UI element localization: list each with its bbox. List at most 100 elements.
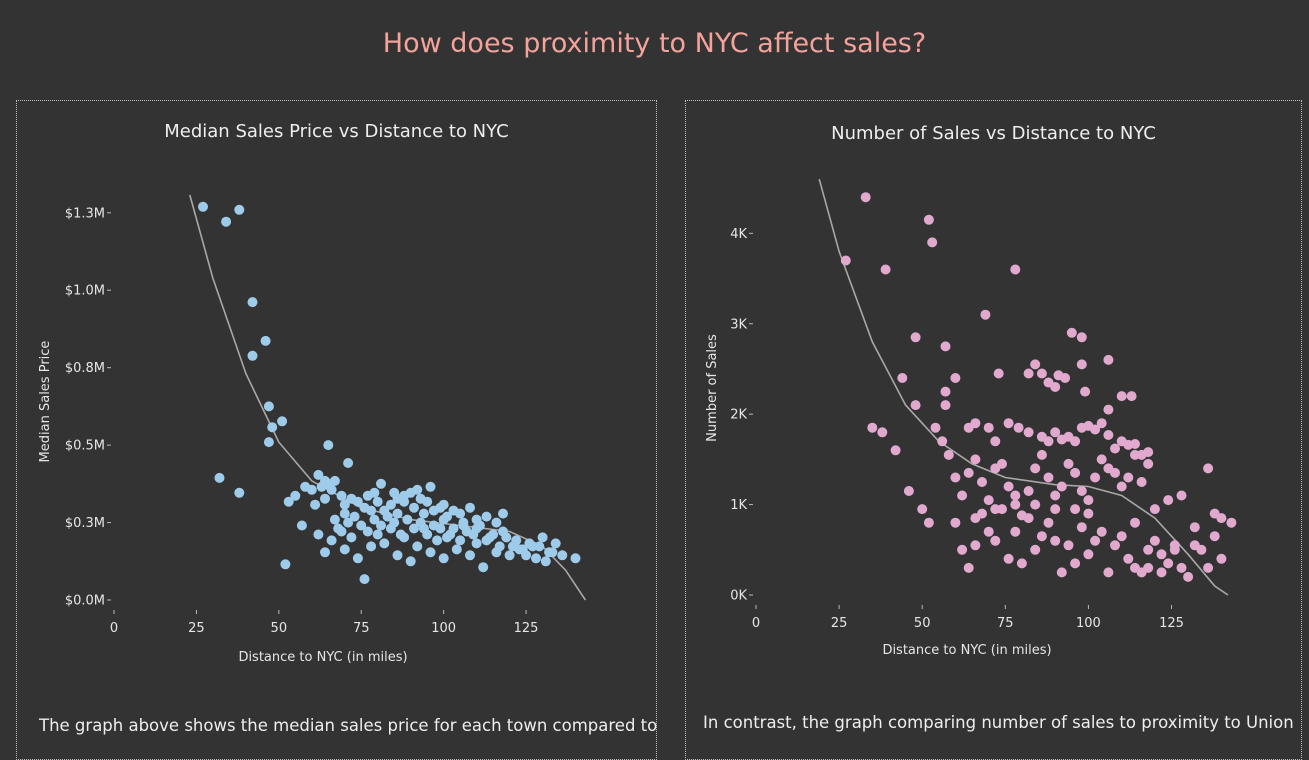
number-of-sales-data-point[interactable] bbox=[943, 449, 954, 460]
number-of-sales-data-point[interactable] bbox=[1083, 508, 1094, 519]
median-price-data-point[interactable] bbox=[346, 532, 357, 543]
median-price-data-point[interactable] bbox=[402, 514, 413, 525]
median-price-data-point[interactable] bbox=[277, 416, 288, 427]
median-price-data-point[interactable] bbox=[389, 517, 400, 528]
number-of-sales-data-point[interactable] bbox=[1070, 467, 1081, 478]
median-price-data-point[interactable] bbox=[362, 526, 373, 537]
number-of-sales-data-point[interactable] bbox=[1163, 558, 1174, 569]
number-of-sales-data-point[interactable] bbox=[1203, 562, 1214, 573]
median-price-data-point[interactable] bbox=[465, 502, 475, 513]
median-price-data-point[interactable] bbox=[359, 574, 370, 585]
median-price-data-point[interactable] bbox=[376, 478, 386, 489]
number-of-sales-data-point[interactable] bbox=[1143, 544, 1154, 555]
number-of-sales-data-point[interactable] bbox=[980, 309, 991, 320]
number-of-sales-data-point[interactable] bbox=[940, 341, 951, 352]
median-price-data-point[interactable] bbox=[451, 544, 462, 555]
number-of-sales-data-point[interactable] bbox=[1030, 463, 1041, 474]
number-of-sales-data-point[interactable] bbox=[1090, 535, 1101, 546]
number-of-sales-data-point[interactable] bbox=[1103, 430, 1114, 440]
number-of-sales-data-point[interactable] bbox=[997, 458, 1007, 469]
median-price-data-point[interactable] bbox=[376, 520, 386, 531]
number-of-sales-data-point[interactable] bbox=[1176, 490, 1187, 501]
median-price-data-point[interactable] bbox=[395, 529, 406, 540]
number-of-sales-data-point[interactable] bbox=[917, 504, 928, 515]
number-of-sales-data-point[interactable] bbox=[877, 427, 888, 438]
number-of-sales-data-point[interactable] bbox=[1030, 499, 1041, 510]
number-of-sales-data-point[interactable] bbox=[1070, 558, 1081, 569]
number-of-sales-data-point[interactable] bbox=[1036, 531, 1047, 542]
number-of-sales-data-point[interactable] bbox=[1096, 418, 1107, 429]
number-of-sales-data-point[interactable] bbox=[1116, 531, 1127, 542]
median-price-data-point[interactable] bbox=[379, 538, 390, 549]
median-price-data-point[interactable] bbox=[412, 541, 423, 552]
number-of-sales-data-point[interactable] bbox=[1156, 567, 1167, 578]
number-of-sales-data-point[interactable] bbox=[1050, 382, 1061, 392]
number-of-sales-data-point[interactable] bbox=[860, 192, 871, 203]
median-price-data-point[interactable] bbox=[481, 535, 492, 546]
number-of-sales-data-point[interactable] bbox=[897, 373, 908, 383]
median-price-data-point[interactable] bbox=[438, 553, 449, 564]
number-of-sales-data-point[interactable] bbox=[1016, 558, 1027, 569]
number-of-sales-data-point[interactable] bbox=[1143, 562, 1154, 573]
number-of-sales-data-point[interactable] bbox=[1130, 517, 1140, 528]
median-price-data-point[interactable] bbox=[300, 481, 311, 492]
number-of-sales-data-point[interactable] bbox=[1196, 544, 1207, 555]
median-price-data-point[interactable] bbox=[320, 547, 330, 558]
number-of-sales-data-point[interactable] bbox=[1043, 517, 1054, 528]
number-of-sales-data-point[interactable] bbox=[970, 540, 981, 551]
number-of-sales-data-point[interactable] bbox=[1023, 513, 1034, 524]
median-price-data-point[interactable] bbox=[372, 529, 383, 540]
number-of-sales-data-point[interactable] bbox=[940, 400, 951, 411]
number-of-sales-data-point[interactable] bbox=[1083, 549, 1094, 560]
median-price-data-point[interactable] bbox=[247, 297, 258, 308]
number-of-sales-data-point[interactable] bbox=[1043, 472, 1054, 483]
median-price-data-point[interactable] bbox=[491, 517, 502, 528]
median-price-data-point[interactable] bbox=[409, 502, 419, 513]
median-price-data-point[interactable] bbox=[550, 538, 561, 549]
median-price-data-point[interactable] bbox=[498, 508, 508, 519]
median-price-data-point[interactable] bbox=[501, 532, 512, 543]
number-of-sales-data-point[interactable] bbox=[1096, 454, 1107, 465]
number-of-sales-data-point[interactable] bbox=[903, 486, 914, 496]
number-of-sales-data-point[interactable] bbox=[950, 373, 961, 383]
median-price-data-point[interactable] bbox=[234, 487, 245, 498]
number-of-sales-data-point[interactable] bbox=[1076, 359, 1087, 370]
median-price-data-point[interactable] bbox=[534, 541, 545, 552]
median-price-data-point[interactable] bbox=[369, 487, 380, 498]
number-of-sales-data-point[interactable] bbox=[910, 400, 921, 411]
number-of-sales-data-point[interactable] bbox=[957, 544, 968, 555]
number-of-sales-data-point[interactable] bbox=[1013, 422, 1024, 433]
number-of-sales-data-point[interactable] bbox=[1103, 354, 1114, 365]
number-of-sales-data-point[interactable] bbox=[963, 562, 974, 573]
median-price-data-point[interactable] bbox=[372, 496, 383, 507]
number-of-sales-data-point[interactable] bbox=[1076, 332, 1087, 343]
number-of-sales-data-point[interactable] bbox=[1050, 490, 1061, 501]
number-of-sales-data-point[interactable] bbox=[1010, 490, 1021, 501]
median-price-data-point[interactable] bbox=[339, 544, 350, 555]
number-of-sales-data-point[interactable] bbox=[1176, 562, 1187, 573]
median-price-data-point[interactable] bbox=[435, 523, 446, 534]
number-of-sales-data-point[interactable] bbox=[1136, 477, 1147, 487]
number-of-sales-data-point[interactable] bbox=[1130, 562, 1140, 573]
median-price-data-point[interactable] bbox=[481, 511, 492, 522]
number-of-sales-data-point[interactable] bbox=[1080, 386, 1091, 397]
median-price-data-point[interactable] bbox=[343, 458, 354, 468]
median-price-data-point[interactable] bbox=[425, 481, 436, 492]
number-of-sales-data-point[interactable] bbox=[1163, 495, 1174, 506]
median-price-data-point[interactable] bbox=[336, 526, 347, 537]
median-price-data-point[interactable] bbox=[465, 550, 475, 561]
median-price-data-point[interactable] bbox=[296, 520, 307, 531]
number-of-sales-data-point[interactable] bbox=[990, 535, 1001, 546]
number-of-sales-data-point[interactable] bbox=[840, 255, 851, 266]
number-of-sales-data-point[interactable] bbox=[1203, 463, 1214, 474]
number-of-sales-data-point[interactable] bbox=[1143, 447, 1154, 458]
median-price-data-point[interactable] bbox=[540, 556, 551, 567]
median-price-data-point[interactable] bbox=[442, 532, 452, 543]
number-of-sales-data-point[interactable] bbox=[990, 504, 1001, 515]
number-of-sales-data-point[interactable] bbox=[1110, 443, 1120, 454]
median-price-data-point[interactable] bbox=[313, 469, 324, 480]
number-of-sales-data-point[interactable] bbox=[1076, 522, 1087, 533]
median-price-data-point[interactable] bbox=[455, 535, 466, 546]
number-of-sales-data-point[interactable] bbox=[1110, 467, 1120, 478]
median-price-data-point[interactable] bbox=[339, 508, 350, 519]
